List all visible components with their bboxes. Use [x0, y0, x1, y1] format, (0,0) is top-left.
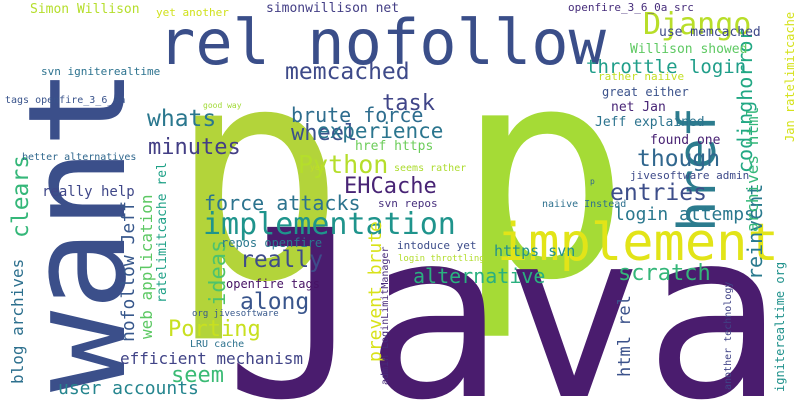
cloud-word: along	[240, 289, 310, 315]
cloud-word: implement	[497, 213, 779, 273]
cloud-word: whats	[147, 106, 217, 132]
cloud-word: great either	[602, 85, 689, 99]
cloud-word: force attacks	[204, 191, 361, 215]
cloud-word: really help	[42, 184, 135, 200]
cloud-word: p	[590, 177, 595, 186]
cloud-word: better alternatives	[22, 152, 137, 163]
cloud-word: yet	[310, 163, 325, 172]
cloud-word: task	[382, 91, 435, 116]
cloud-word: openfire tags	[226, 277, 320, 291]
cloud-word: Java	[225, 181, 784, 400]
cloud-word: entries	[610, 180, 707, 206]
cloud-word: intoduce yet	[397, 239, 477, 252]
cloud-word: admin LoginLimitManager	[380, 246, 391, 385]
cloud-word: LRU cache	[190, 339, 245, 350]
cloud-word: brute force	[291, 103, 424, 127]
cloud-word: found one	[650, 133, 721, 148]
cloud-word: rel nofollow	[158, 6, 606, 79]
cloud-word: igniterealtime org	[773, 261, 787, 392]
cloud-word: web application	[137, 194, 156, 340]
cloud-word: login attemps	[614, 204, 755, 225]
cloud-word: Jan ratelimitcache	[783, 11, 797, 142]
cloud-word: use memcached	[659, 25, 761, 40]
cloud-word: org jivesoftware	[192, 309, 279, 319]
cloud-word: wheel	[291, 121, 358, 146]
cloud-word: p	[455, 4, 631, 344]
cloud-word: p	[168, 3, 346, 347]
cloud-word: scratch	[618, 261, 711, 286]
cloud-word: tags openfire_3_6_0a	[5, 95, 126, 106]
cloud-word: login throttling	[398, 254, 485, 264]
cloud-word: memcached	[285, 59, 410, 85]
cloud-word: alternative	[413, 264, 546, 288]
cloud-word: user accounts	[58, 378, 199, 399]
cloud-word: rather naiive	[598, 70, 685, 83]
cloud-word: seems rather	[394, 163, 467, 174]
cloud-word: https svn	[494, 242, 576, 260]
cloud-word: clears	[8, 154, 34, 238]
cloud-word: simonwillison net	[266, 1, 400, 16]
cloud-word: svn igniterealtime	[41, 65, 161, 78]
cloud-word: implementation	[203, 207, 456, 242]
cloud-word: Jeff explained	[595, 115, 705, 130]
cloud-word: openfire_3_6_0a src	[568, 1, 694, 14]
cloud-word: Python	[298, 150, 389, 179]
cloud-word: nofollow Jeff	[118, 201, 139, 342]
cloud-word: svn repos	[378, 197, 438, 210]
cloud-word: Simon Willison	[30, 2, 140, 17]
cloud-word: Willison showed	[630, 42, 748, 57]
cloud-word: yet another	[156, 6, 229, 19]
cloud-word: jivesoftware admin	[630, 169, 750, 182]
cloud-word: really	[240, 247, 324, 273]
cloud-word: good way	[203, 101, 242, 110]
cloud-word: Django	[643, 7, 752, 42]
cloud-word: blog archives	[8, 258, 27, 384]
cloud-word: efficient mechanism	[120, 349, 304, 368]
cloud-word: EHCache	[344, 174, 437, 199]
cloud-word: ratelimitcache rel	[155, 162, 170, 303]
cloud-word: Porting	[168, 317, 261, 342]
cloud-word: net Jan	[611, 100, 666, 115]
cloud-word: though	[637, 146, 721, 172]
cloud-word: another technology	[723, 281, 734, 390]
cloud-word: seem	[171, 363, 224, 388]
cloud-word: html rel	[615, 295, 635, 377]
cloud-word: href https	[355, 139, 434, 154]
cloud-word: experience	[317, 119, 444, 143]
cloud-word: minutes	[148, 135, 241, 160]
cloud-word: naiive Instead	[542, 199, 627, 210]
cloud-word: throttle login	[586, 56, 747, 78]
cloud-word: repos openfire	[221, 236, 323, 250]
